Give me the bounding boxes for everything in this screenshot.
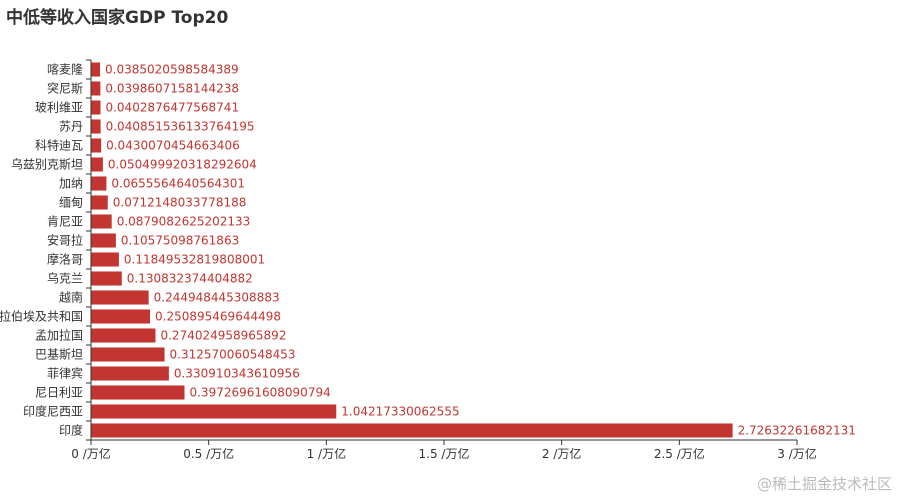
watermark: @稀土掘金技术社区 — [756, 475, 892, 493]
value-labels: 2.72632261682131 1.04217330062555 0.397269… — [105, 63, 856, 438]
category-label: 乌克兰 — [47, 271, 83, 286]
bar — [91, 404, 337, 419]
value-label: 0.0385020598584389 — [105, 63, 239, 77]
category-label: 科特迪瓦 — [35, 138, 83, 153]
category-label: 喀麦隆 — [47, 62, 83, 77]
value-label: 0.050499920318292604 — [108, 158, 257, 172]
value-label: 0.312570060548453 — [170, 348, 296, 362]
bar — [91, 423, 733, 438]
category-label: 玻利维亚 — [35, 101, 83, 115]
value-label: 0.0655564640564301 — [111, 177, 245, 191]
value-label: 0.274024958965892 — [160, 329, 286, 343]
bar — [91, 233, 116, 248]
bar — [91, 81, 101, 96]
value-label: 0.0398607158144238 — [105, 82, 239, 96]
bar — [91, 309, 151, 324]
bar — [91, 62, 101, 77]
category-label: 阿拉伯埃及共和国 — [0, 309, 83, 324]
category-label: 巴基斯坦 — [35, 348, 83, 362]
bar — [91, 195, 108, 210]
bar — [91, 347, 165, 362]
bar — [91, 290, 149, 305]
category-labels: 印度 印度尼西亚 尼日利亚 菲律宾 巴基斯坦 孟加拉国 阿拉伯埃及共和国 越南 乌克兰 摩洛哥 安哥… — [0, 62, 83, 438]
category-label: 越南 — [59, 290, 83, 305]
value-label: 0.39726961608090794 — [189, 386, 330, 400]
bar — [91, 119, 101, 134]
value-label: 0.0712148033778188 — [113, 196, 247, 210]
x-tick-label: 2 /万亿 — [542, 446, 582, 461]
x-tick-label: 3 /万亿 — [777, 446, 817, 461]
x-tick-label: 0.5 /万亿 — [183, 446, 234, 461]
bar — [91, 252, 119, 267]
category-label: 苏丹 — [59, 120, 83, 134]
bar — [91, 271, 122, 286]
value-label: 0.0430070454663406 — [106, 139, 240, 153]
category-label: 尼日利亚 — [35, 386, 83, 400]
bars-layer — [91, 62, 733, 438]
value-label: 0.250895469644498 — [155, 310, 281, 324]
category-label: 印度尼西亚 — [23, 404, 83, 419]
category-label: 突尼斯 — [47, 81, 83, 96]
value-label: 0.040851536133764195 — [106, 120, 255, 134]
category-label: 摩洛哥 — [47, 252, 83, 267]
category-label: 肯尼亚 — [47, 215, 83, 229]
axes: 0 /万亿 0.5 /万亿 1 /万亿 1.5 /万亿 2 /万亿 2.5 /万亿 3 /万… — [71, 59, 817, 461]
x-tick-label: 2.5 /万亿 — [654, 446, 705, 461]
category-label: 缅甸 — [59, 196, 83, 210]
category-label: 孟加拉国 — [35, 328, 83, 343]
x-tick-label: 1 /万亿 — [307, 446, 347, 461]
category-label: 乌兹别克斯坦 — [11, 157, 83, 172]
value-label: 2.72632261682131 — [738, 424, 856, 438]
value-label: 0.11849532819808001 — [124, 253, 265, 267]
value-label: 0.130832374404882 — [127, 272, 253, 286]
value-label: 1.04217330062555 — [341, 405, 459, 419]
value-label: 0.244948445308883 — [154, 291, 280, 305]
category-label: 印度 — [59, 423, 83, 438]
bar — [91, 366, 169, 381]
value-label: 0.0879082625202133 — [117, 215, 251, 229]
bar — [91, 176, 107, 191]
value-label: 0.10575098761863 — [121, 234, 239, 248]
bar — [91, 138, 102, 153]
x-tick-label: 0 /万亿 — [71, 446, 111, 461]
x-tick-label: 1.5 /万亿 — [419, 446, 470, 461]
bar — [91, 100, 101, 115]
bar — [91, 214, 112, 229]
bar — [91, 385, 185, 400]
bar — [91, 157, 103, 172]
category-label: 安哥拉 — [47, 233, 83, 248]
bar — [91, 328, 156, 343]
value-label: 0.0402876477568741 — [105, 101, 239, 115]
chart-title: 中低等收入国家GDP Top20 — [6, 8, 229, 28]
category-label: 菲律宾 — [47, 366, 83, 381]
value-label: 0.330910343610956 — [174, 367, 300, 381]
category-label: 加纳 — [59, 177, 83, 191]
